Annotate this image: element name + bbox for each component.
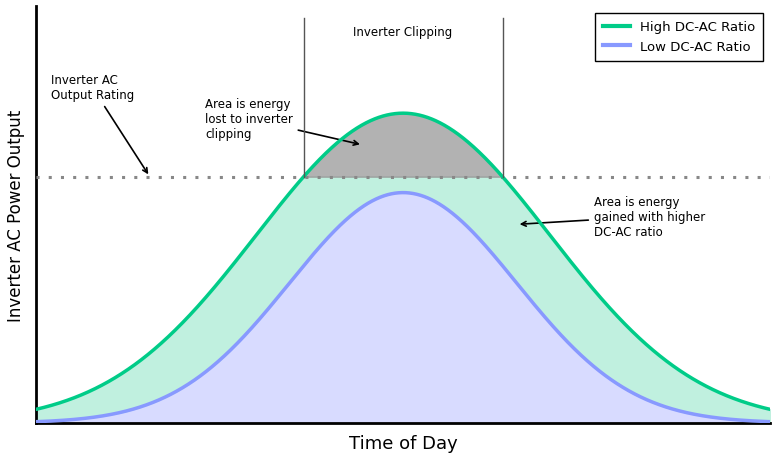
Y-axis label: Inverter AC Power Output: Inverter AC Power Output [7,109,25,321]
Text: Inverter Clipping: Inverter Clipping [354,26,453,39]
Legend: High DC-AC Ratio, Low DC-AC Ratio: High DC-AC Ratio, Low DC-AC Ratio [595,13,764,62]
X-axis label: Time of Day: Time of Day [349,434,458,452]
Text: Area is energy
gained with higher
DC-AC ratio: Area is energy gained with higher DC-AC … [521,196,706,238]
Text: Area is energy
lost to inverter
clipping: Area is energy lost to inverter clipping [205,98,358,146]
Text: Inverter AC
Output Rating: Inverter AC Output Rating [51,74,148,174]
